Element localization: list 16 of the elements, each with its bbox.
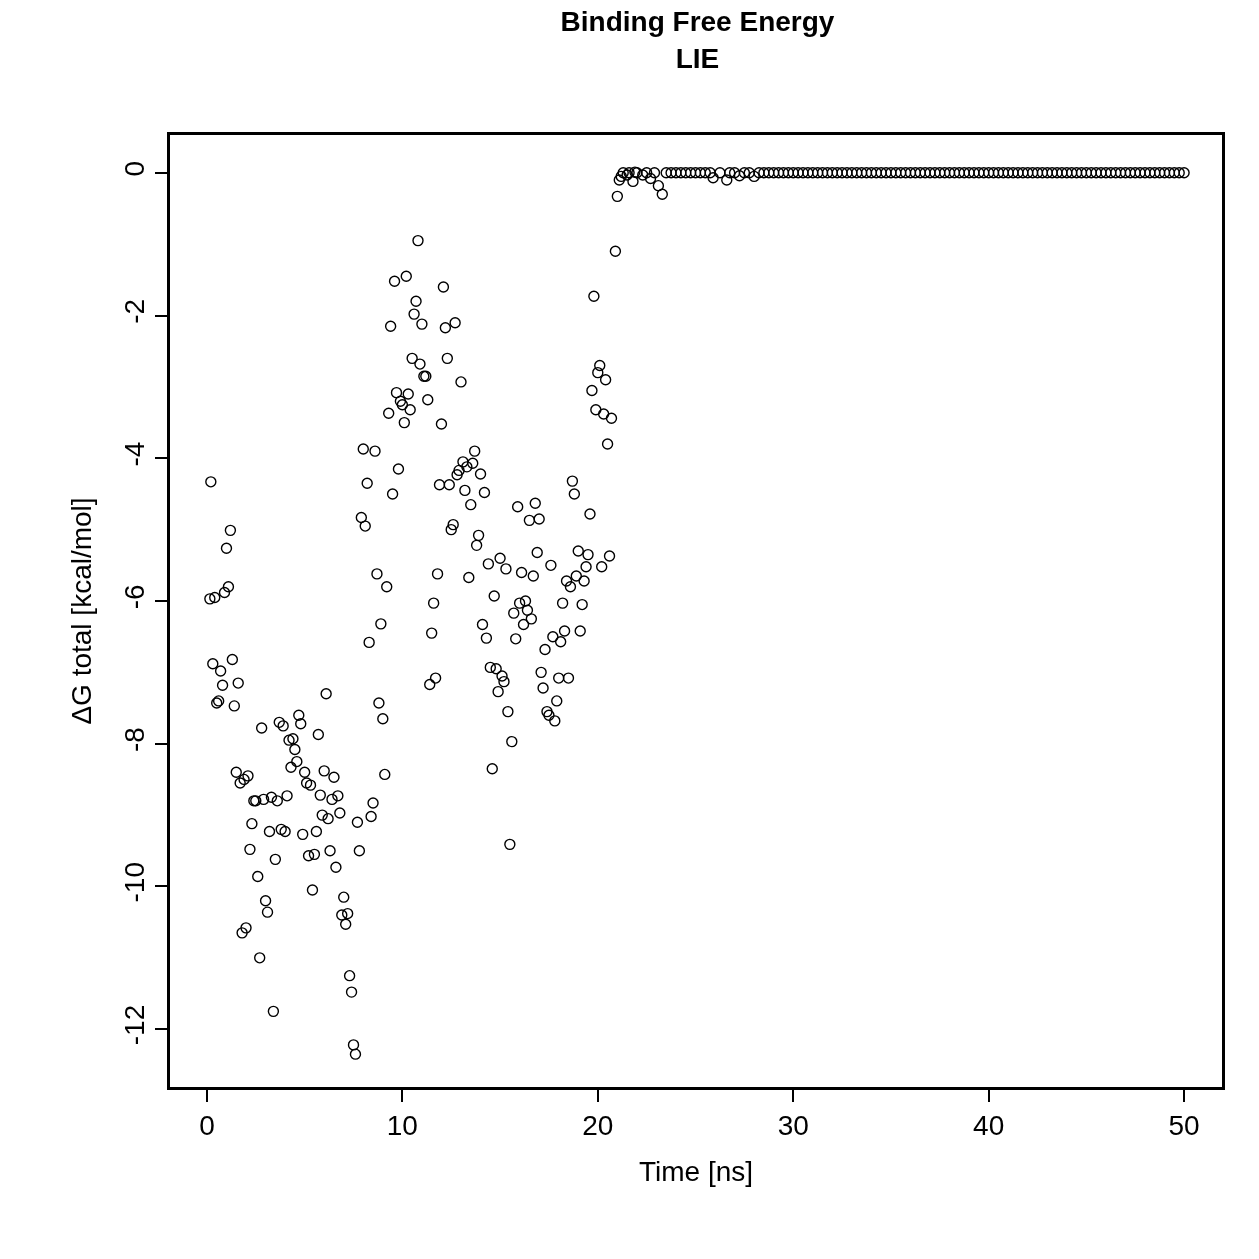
y-tick-label: -6 — [119, 584, 151, 610]
y-tick-label: -12 — [119, 1004, 151, 1046]
y-tick-label: 0 — [119, 160, 151, 177]
x-tick-label: 10 — [386, 1110, 418, 1142]
y-tick-label: -8 — [119, 727, 151, 752]
y-axis-title: ΔG total [kcal/mol] — [65, 497, 97, 725]
y-tick-label: -4 — [119, 441, 151, 467]
x-tick-label: 0 — [199, 1110, 215, 1142]
x-tick-label: 20 — [582, 1110, 614, 1142]
x-tick-label: 40 — [973, 1110, 1005, 1142]
x-tick-label: 30 — [777, 1110, 809, 1142]
y-tick-label: -10 — [119, 862, 151, 903]
y-tick-label: -2 — [119, 298, 151, 324]
chart-title: Binding Free Energy LIE — [560, 6, 835, 74]
x-axis-title: Time [ns] — [638, 1156, 754, 1188]
x-tick-label: 50 — [1168, 1110, 1200, 1142]
